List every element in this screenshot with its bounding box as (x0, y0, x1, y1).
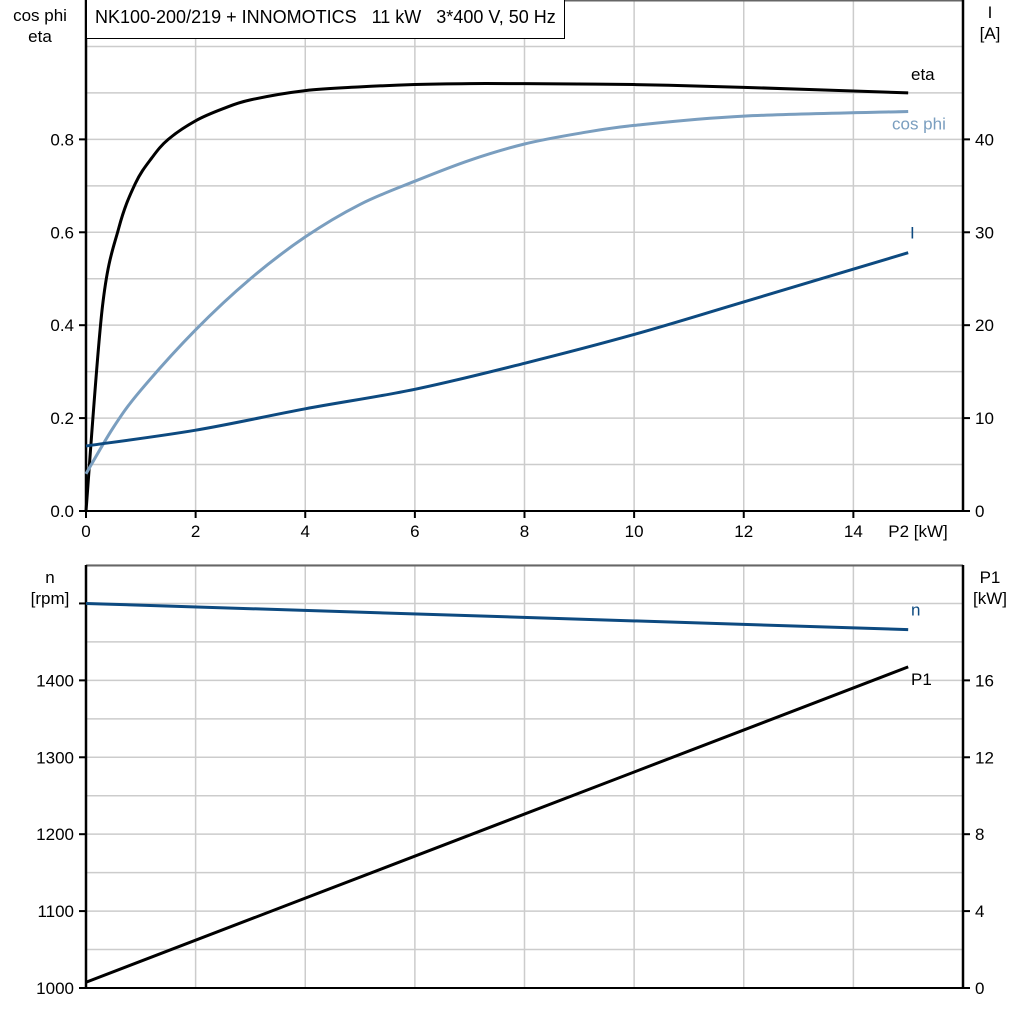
x-axis-label: P2 [kW] (888, 522, 948, 541)
x-tick-label: 2 (191, 522, 200, 541)
x-tick-label: 4 (301, 522, 310, 541)
y-axis-label-right: I (988, 3, 993, 22)
y-axis-label-left: [rpm] (31, 589, 70, 608)
chart-title: NK100-200/219 + INNOMOTICS 11 kW 3*400 V… (86, 0, 565, 39)
y-tick-label-right: 4 (975, 902, 984, 921)
y-tick-label-right: 40 (975, 130, 994, 149)
y-tick-label-left: 1000 (36, 979, 74, 998)
x-tick-label: 10 (625, 522, 644, 541)
series-label-eta: eta (911, 65, 935, 84)
y-tick-label-left: 0.2 (50, 409, 74, 428)
x-tick-label: 12 (734, 522, 753, 541)
series-line-P1 (85, 665, 909, 984)
y-axis-label-left: n (45, 568, 54, 587)
y-axis-label-right: P1 (980, 568, 1001, 587)
series-line-cos-phi (84, 109, 909, 475)
series-line-eta (84, 82, 909, 512)
y-tick-label-right: 20 (975, 316, 994, 335)
y-tick-label-right: 0 (975, 979, 984, 998)
y-tick-label-left: 1100 (37, 902, 74, 921)
x-tick-label: 14 (844, 522, 863, 541)
series-label-I: I (910, 224, 915, 243)
y-tick-label-left: 0.8 (50, 130, 74, 149)
y-axis-label-left: eta (28, 27, 52, 46)
y-tick-label-left: 1400 (36, 671, 74, 690)
y-axis-label-right: [A] (980, 24, 1001, 43)
y-tick-label-left: 0.6 (50, 223, 74, 242)
y-axis-label-left: cos phi (13, 6, 67, 25)
y-tick-label-right: 10 (975, 409, 994, 428)
y-tick-label-right: 12 (975, 748, 994, 767)
series-label-cos-phi: cos phi (892, 114, 946, 133)
series-line-I (85, 251, 909, 448)
y-tick-label-right: 30 (975, 223, 994, 242)
y-tick-label-right: 0 (975, 502, 984, 521)
x-tick-label: 0 (81, 522, 90, 541)
y-tick-label-left: 0.0 (50, 502, 74, 521)
series-label-n: n (911, 601, 920, 620)
y-tick-label-right: 8 (975, 825, 984, 844)
y-tick-label-right: 16 (975, 671, 994, 690)
x-tick-label: 6 (410, 522, 419, 541)
y-tick-label-left: 1300 (36, 748, 74, 767)
y-axis-label-right: [kW] (973, 589, 1007, 608)
y-tick-label-left: 1200 (36, 825, 74, 844)
series-line-n (85, 601, 909, 632)
series-label-P1: P1 (911, 670, 932, 689)
x-tick-label: 8 (520, 522, 529, 541)
y-tick-label-left: 0.4 (50, 316, 74, 335)
